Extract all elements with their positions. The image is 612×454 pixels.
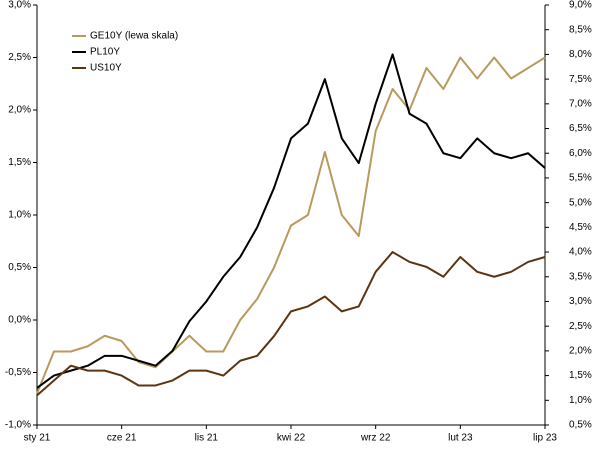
y2-tick-label: 9,0%	[569, 0, 592, 11]
y-tick-label: 2,0%	[8, 105, 31, 116]
y2-tick-label: 8,0%	[569, 49, 592, 60]
x-tick-label: lut 23	[448, 433, 473, 444]
x-tick-label: kwi 22	[277, 433, 306, 444]
y2-tick-label: 8,5%	[569, 24, 592, 35]
y-tick-label: -0,5%	[5, 367, 31, 378]
y-tick-label: 0,0%	[8, 315, 31, 326]
x-tick-label: sty 21	[24, 433, 51, 444]
series-line	[36, 56, 546, 394]
x-tick-label: lip 23	[533, 433, 557, 444]
y-tick-label: -1,0%	[5, 420, 31, 431]
y-tick-label: 1,0%	[8, 210, 31, 221]
y2-tick-label: 2,0%	[569, 346, 592, 357]
x-tick-label: cze 21	[107, 433, 137, 444]
y2-tick-label: 4,0%	[569, 247, 592, 258]
series-line	[36, 53, 546, 389]
y2-tick-label: 1,5%	[569, 370, 592, 381]
y2-tick-label: 1,0%	[569, 395, 592, 406]
y2-tick-label: 6,5%	[569, 123, 592, 134]
legend-label: GE10Y (lewa skala)	[90, 31, 178, 42]
y2-tick-label: 5,5%	[569, 173, 592, 184]
y2-tick-label: 7,0%	[569, 98, 592, 109]
y2-tick-label: 2,5%	[569, 321, 592, 332]
y2-tick-label: 3,5%	[569, 271, 592, 282]
y-tick-label: 0,5%	[8, 262, 31, 273]
y-tick-label: 1,5%	[8, 157, 31, 168]
legend-label: PL10Y	[90, 47, 120, 58]
x-tick-label: wrz 22	[360, 433, 391, 444]
series-line	[36, 251, 546, 397]
y2-tick-label: 3,0%	[569, 296, 592, 307]
y2-tick-label: 7,5%	[569, 74, 592, 85]
y2-tick-label: 0,5%	[569, 420, 592, 431]
y-tick-label: 2,5%	[8, 52, 31, 63]
x-tick-label: lis 21	[195, 433, 219, 444]
y2-tick-label: 6,0%	[569, 148, 592, 159]
legend-label: US10Y	[90, 63, 122, 74]
y2-tick-label: 5,0%	[569, 197, 592, 208]
y-tick-label: 3,0%	[8, 0, 31, 11]
y2-tick-label: 4,5%	[569, 222, 592, 233]
